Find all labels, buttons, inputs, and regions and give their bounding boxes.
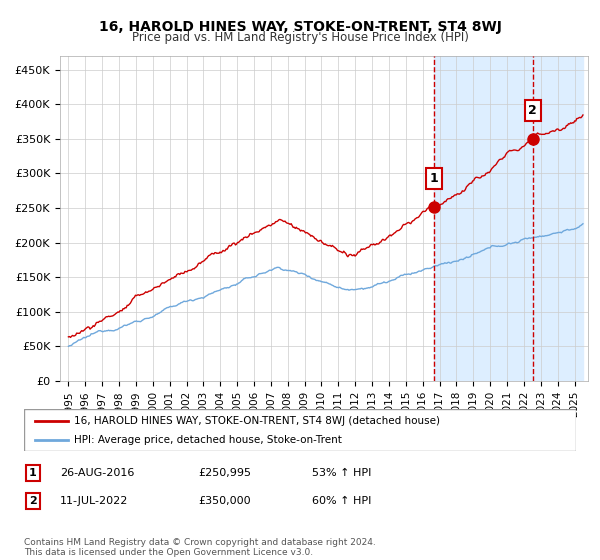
- Text: 53% ↑ HPI: 53% ↑ HPI: [312, 468, 371, 478]
- Text: 1: 1: [429, 172, 438, 185]
- Text: HPI: Average price, detached house, Stoke-on-Trent: HPI: Average price, detached house, Stok…: [74, 435, 341, 445]
- Text: 26-AUG-2016: 26-AUG-2016: [60, 468, 134, 478]
- FancyBboxPatch shape: [24, 409, 576, 451]
- Text: 16, HAROLD HINES WAY, STOKE-ON-TRENT, ST4 8WJ (detached house): 16, HAROLD HINES WAY, STOKE-ON-TRENT, ST…: [74, 416, 440, 426]
- Bar: [533, 56, 583, 381]
- Text: 11-JUL-2022: 11-JUL-2022: [60, 496, 128, 506]
- Text: 2: 2: [529, 104, 537, 117]
- Text: Contains HM Land Registry data © Crown copyright and database right 2024.
This d: Contains HM Land Registry data © Crown c…: [24, 538, 376, 557]
- Text: Price paid vs. HM Land Registry's House Price Index (HPI): Price paid vs. HM Land Registry's House …: [131, 31, 469, 44]
- Text: 60% ↑ HPI: 60% ↑ HPI: [312, 496, 371, 506]
- Text: 16, HAROLD HINES WAY, STOKE-ON-TRENT, ST4 8WJ: 16, HAROLD HINES WAY, STOKE-ON-TRENT, ST…: [98, 20, 502, 34]
- Bar: [434, 56, 533, 381]
- Text: £250,995: £250,995: [198, 468, 251, 478]
- Text: 2: 2: [29, 496, 37, 506]
- Text: 1: 1: [29, 468, 37, 478]
- Text: £350,000: £350,000: [198, 496, 251, 506]
